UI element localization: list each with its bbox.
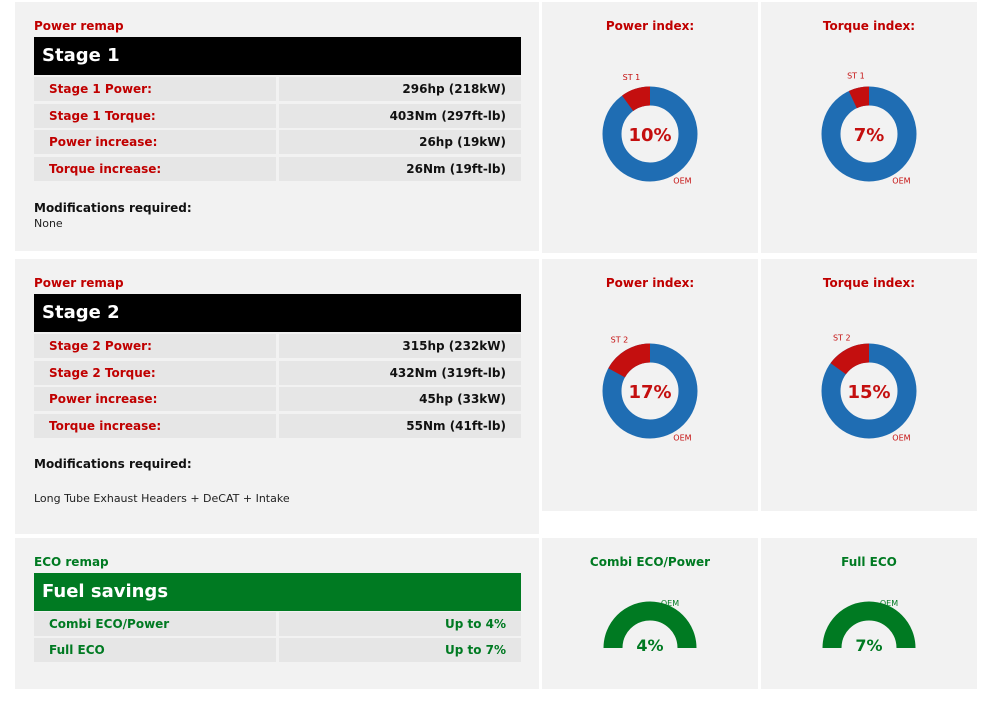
center-percent-label: 7%: [854, 125, 885, 146]
eco-gauge-arc: [822, 601, 916, 649]
row-label: Full ECO: [34, 638, 276, 662]
modifications-value: Long Tube Exhaust Headers + DeCAT + Inta…: [34, 492, 290, 505]
eco-gauge-arc: [603, 601, 697, 649]
row-label: Torque increase:: [34, 157, 276, 181]
center-percent-label: 4%: [636, 636, 663, 655]
stage2-power-index-panel: Power index: 17% ST 2 OEM: [542, 259, 758, 511]
power-index-donut: 10% ST 1 OEM: [602, 73, 698, 185]
row-label: Stage 2 Torque:: [34, 361, 276, 385]
chart-title: Full ECO: [841, 555, 897, 569]
combi-eco-gauge: 4% OEM: [603, 599, 697, 655]
oem-tag-label: OEM: [673, 433, 691, 442]
chart-title: Combi ECO/Power: [589, 555, 711, 569]
row-value: 296hp (218kW): [279, 77, 521, 101]
chart-title: Power index:: [605, 19, 695, 33]
stage-tag-label: ST 1: [847, 71, 865, 80]
oem-tag-label: OEM: [892, 176, 910, 185]
oem-tag-label: OEM: [673, 176, 691, 185]
table-row: Torque increase: 55Nm (41ft-lb): [34, 414, 521, 438]
row-value: 26hp (19kW): [279, 130, 521, 154]
table-row: Stage 1 Power: 296hp (218kW): [34, 77, 521, 101]
stage2-torque-index-panel: Torque index: 15% ST 2 OEM: [761, 259, 977, 511]
chart-title: Power index:: [605, 276, 695, 290]
torque-index-donut: 15% ST 2 OEM: [821, 334, 917, 442]
stage-tag-label: ST 2: [833, 334, 851, 343]
row-value: 315hp (232kW): [279, 334, 521, 358]
full-eco-gauge: 7% OEM: [822, 599, 916, 655]
row-label: Stage 1 Power:: [34, 77, 276, 101]
torque-index-donut: 7% ST 1 OEM: [821, 71, 917, 185]
stage1-torque-index-panel: Torque index: 7% ST 1 OEM: [761, 2, 977, 253]
stage-tag-label: ST 1: [623, 73, 641, 82]
eco-full-panel: Full ECO 7% OEM: [761, 538, 977, 689]
row-value: Up to 7%: [279, 638, 521, 662]
row-value: 55Nm (41ft-lb): [279, 414, 521, 438]
table-row: Power increase: 26hp (19kW): [34, 130, 521, 154]
row-label: Combi ECO/Power: [34, 612, 276, 636]
table-row: Full ECO Up to 7%: [34, 638, 521, 662]
stage-slice: [821, 86, 917, 182]
table-row: Torque increase: 26Nm (19ft-lb): [34, 157, 521, 181]
row-value: Up to 4%: [279, 612, 521, 636]
stage-tag-label: ST 2: [611, 335, 629, 344]
oem-tag-label: OEM: [880, 599, 898, 608]
table-row: Stage 2 Torque: 432Nm (319ft-lb): [34, 361, 521, 385]
row-value: 432Nm (319ft-lb): [279, 361, 521, 385]
stage-slice: [602, 343, 698, 439]
chart-title: Torque index:: [822, 276, 916, 290]
chart-title: Torque index:: [822, 19, 916, 33]
table-row: Stage 1 Torque: 403Nm (297ft-lb): [34, 104, 521, 128]
stage2-info-panel: Power remap Stage 2 Stage 2 Power: 315hp…: [15, 259, 539, 534]
section-label: Power remap: [34, 19, 124, 33]
row-value: 45hp (33kW): [279, 387, 521, 411]
stage-title: Stage 1: [34, 37, 521, 75]
row-label: Power increase:: [34, 387, 276, 411]
row-label: Stage 1 Torque:: [34, 104, 276, 128]
center-percent-label: 7%: [855, 636, 882, 655]
table-row: Power increase: 45hp (33kW): [34, 387, 521, 411]
row-label: Power increase:: [34, 130, 276, 154]
row-label: Stage 2 Power:: [34, 334, 276, 358]
center-percent-label: 15%: [847, 382, 890, 403]
modifications-label: Modifications required:: [34, 201, 192, 215]
row-value: 26Nm (19ft-lb): [279, 157, 521, 181]
stage-slice: [821, 343, 917, 439]
eco-info-panel: ECO remap Fuel savings Combi ECO/Power U…: [15, 538, 539, 689]
section-label: Power remap: [34, 276, 124, 290]
eco-combi-panel: Combi ECO/Power 4% OEM: [542, 538, 758, 689]
section-label: ECO remap: [34, 555, 109, 569]
oem-tag-label: OEM: [661, 599, 679, 608]
oem-tag-label: OEM: [892, 433, 910, 442]
stage-slice: [602, 86, 698, 182]
row-value: 403Nm (297ft-lb): [279, 104, 521, 128]
modifications-value: None: [34, 217, 63, 230]
table-row: Stage 2 Power: 315hp (232kW): [34, 334, 521, 358]
table-row: Combi ECO/Power Up to 4%: [34, 612, 521, 636]
center-percent-label: 10%: [628, 125, 671, 146]
stage1-info-panel: Power remap Stage 1 Stage 1 Power: 296hp…: [15, 2, 539, 251]
modifications-label: Modifications required:: [34, 457, 192, 471]
stage1-power-index-panel: Power index: 10% ST 1 OEM: [542, 2, 758, 253]
power-index-donut: 17% ST 2 OEM: [602, 335, 698, 442]
row-label: Torque increase:: [34, 414, 276, 438]
eco-title: Fuel savings: [34, 573, 521, 611]
center-percent-label: 17%: [628, 382, 671, 403]
stage-title: Stage 2: [34, 294, 521, 332]
